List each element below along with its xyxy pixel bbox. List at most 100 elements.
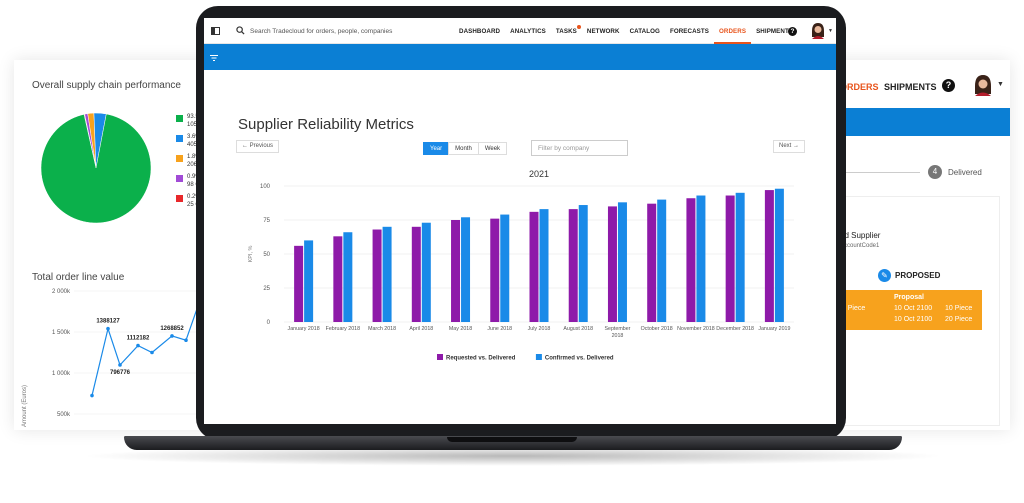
- bar-requested[interactable]: [490, 218, 500, 322]
- line-y-tick: 1 000k: [52, 371, 71, 377]
- step-number-badge: 4: [928, 165, 942, 179]
- chevron-down-icon[interactable]: ▼: [997, 81, 1004, 88]
- bar-requested[interactable]: [686, 198, 696, 322]
- bar-requested[interactable]: [294, 245, 304, 322]
- bar-requested[interactable]: [647, 203, 657, 322]
- proposal-cell: 10 Oct 2100: [894, 316, 933, 323]
- supply-chain-card: Overall supply chain performance 93.5% C…: [14, 60, 214, 430]
- avatar-bg[interactable]: [972, 74, 994, 98]
- nav-network[interactable]: NETWORK: [586, 28, 620, 35]
- line-data-label: 1268852: [160, 326, 184, 332]
- bar-requested[interactable]: [372, 229, 382, 322]
- nav-shipments[interactable]: SHIPMENTS: [756, 28, 794, 35]
- main-nav: DASHBOARD ANALYTICS TASKS NETWORK CATALOG FOR…: [454, 18, 798, 44]
- nav-dashboard[interactable]: DASHBOARD: [459, 28, 501, 35]
- nav-catalog[interactable]: CATALOG: [629, 28, 660, 35]
- account-code: AccountCode1: [840, 243, 880, 249]
- company-filter-input[interactable]: [531, 140, 628, 156]
- legend-label[interactable]: Requested vs. Delivered: [446, 356, 516, 362]
- line-point[interactable]: [118, 363, 122, 367]
- chevron-down-icon[interactable]: ▼: [828, 28, 833, 34]
- line-point[interactable]: [150, 350, 154, 355]
- legend-swatch: [176, 135, 183, 142]
- bar-requested[interactable]: [529, 211, 539, 322]
- help-icon-bg[interactable]: ?: [942, 79, 955, 92]
- bar-confirmed[interactable]: [617, 202, 627, 322]
- legend-swatch: [176, 115, 183, 122]
- nav-orders-bg[interactable]: ORDERS: [840, 82, 879, 92]
- screen-content: Supplier Reliability Metrics ← Previous …: [204, 18, 836, 424]
- previous-button[interactable]: ← Previous: [236, 140, 280, 153]
- x-tick-label: October 2018: [641, 326, 673, 332]
- bar-confirmed[interactable]: [382, 226, 392, 322]
- x-tick-label: July 2018: [528, 326, 551, 332]
- line-chart-title: Total order line value: [32, 272, 125, 283]
- proposal-col-b: Proposal: [894, 294, 924, 301]
- page-title: Supplier Reliability Metrics: [238, 116, 414, 133]
- proposed-status: PROPOSED: [895, 271, 941, 280]
- line-data-label: 796776: [110, 370, 131, 376]
- filter-icon[interactable]: [210, 55, 218, 61]
- line-point[interactable]: [90, 393, 94, 398]
- avatar[interactable]: [810, 22, 826, 40]
- y-tick-label: 50: [263, 252, 270, 258]
- x-tick-label: September: [605, 326, 631, 332]
- search-input[interactable]: [250, 24, 430, 38]
- reliability-bar-chart[interactable]: 2021 KPI, % 0 25 50 75 100 January 2018 February…: [224, 166, 814, 398]
- line-y-tick: 1 500k: [52, 330, 71, 336]
- proposal-table[interactable]: e Proposal 20 Piece 10 Oct 2100 10 Piece…: [830, 290, 982, 330]
- nav-forecasts[interactable]: FORECASTS: [669, 28, 709, 35]
- line-point[interactable]: [184, 338, 188, 342]
- search-icon[interactable]: [236, 26, 245, 35]
- period-month-button[interactable]: Month: [448, 142, 479, 155]
- line-point[interactable]: [106, 326, 110, 331]
- bar-requested[interactable]: [568, 209, 578, 322]
- bar-confirmed[interactable]: [500, 214, 510, 322]
- y-tick-label: 75: [263, 218, 270, 224]
- bar-confirmed[interactable]: [735, 192, 745, 322]
- bar-confirmed[interactable]: [304, 240, 314, 322]
- line-data-label: 1112182: [127, 336, 150, 342]
- pie-chart[interactable]: [40, 112, 152, 224]
- bar-confirmed[interactable]: [343, 232, 353, 322]
- period-week-button[interactable]: Week: [477, 142, 508, 155]
- bar-confirmed[interactable]: [461, 217, 471, 322]
- nav-orders[interactable]: ORDERS: [714, 18, 752, 44]
- order-value-line-chart[interactable]: Amount (Euros) 2 000k 1 500k 1 000k 500k 1388…: [14, 286, 214, 430]
- bar-requested[interactable]: [333, 236, 343, 322]
- bar-requested[interactable]: [764, 190, 774, 322]
- y-tick-label: 0: [267, 320, 271, 326]
- nav-shipments-bg[interactable]: SHIPMENTS: [884, 82, 937, 92]
- bar-requested[interactable]: [411, 226, 421, 322]
- line-y-axis-label: Amount (Euros): [22, 385, 28, 427]
- nav-analytics[interactable]: ANALYTICS: [510, 28, 546, 35]
- nav-tasks[interactable]: TASKS: [551, 18, 582, 44]
- line-point[interactable]: [170, 334, 174, 338]
- line-y-tick: 2 000k: [52, 289, 71, 295]
- bar-confirmed[interactable]: [657, 199, 667, 322]
- laptop-base: [124, 436, 902, 450]
- y-tick-label: 100: [260, 184, 271, 190]
- bar-confirmed[interactable]: [539, 209, 549, 322]
- proposal-cell: 20 Piece: [838, 305, 866, 312]
- bar-confirmed[interactable]: [696, 195, 706, 322]
- x-tick-label: April 2018: [409, 326, 433, 332]
- pie-slice[interactable]: [40, 113, 152, 224]
- legend-count: 10543: [187, 122, 210, 130]
- bar-requested[interactable]: [451, 220, 461, 322]
- y-tick-label: 25: [263, 286, 270, 292]
- bar-requested[interactable]: [725, 195, 735, 322]
- help-icon[interactable]: ?: [788, 27, 797, 36]
- bar-confirmed[interactable]: [421, 222, 431, 322]
- sidebar-toggle-icon[interactable]: [211, 27, 220, 35]
- line-point[interactable]: [136, 343, 140, 348]
- pencil-icon: ✎: [878, 269, 891, 282]
- step-line: [830, 172, 920, 173]
- legend-label[interactable]: Confirmed vs. Delivered: [545, 356, 614, 362]
- top-navigation-bar: DASHBOARD ANALYTICS TASKS NETWORK CATALOG FOR…: [204, 18, 836, 44]
- period-year-button[interactable]: Year: [423, 142, 450, 155]
- bar-requested[interactable]: [607, 206, 617, 322]
- bar-confirmed[interactable]: [774, 188, 784, 322]
- next-button[interactable]: Next →: [773, 140, 806, 153]
- bar-confirmed[interactable]: [578, 205, 588, 322]
